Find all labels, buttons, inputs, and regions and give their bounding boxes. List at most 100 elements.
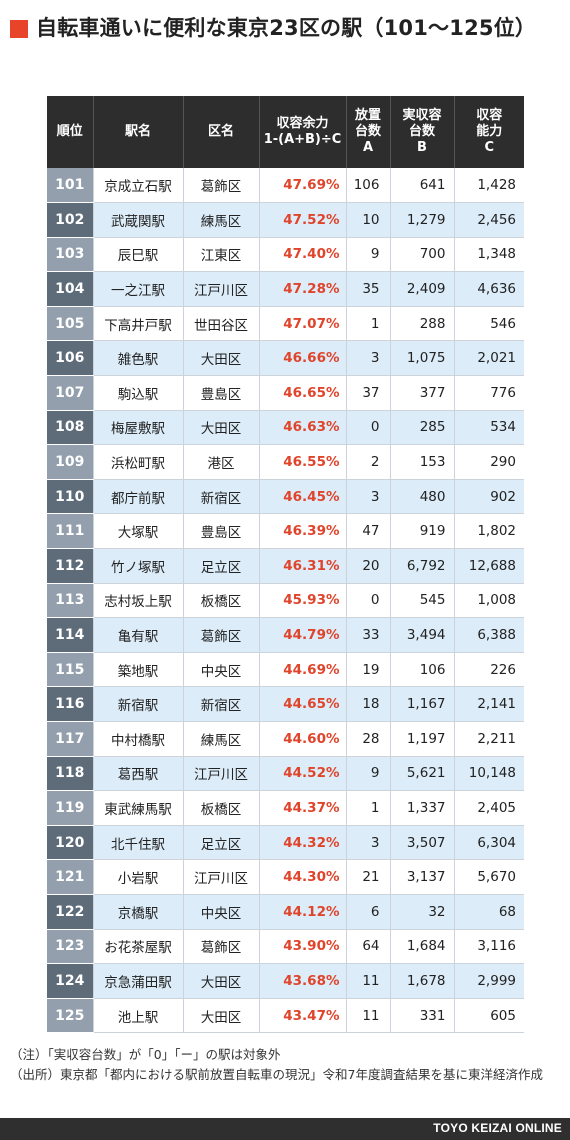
abandoned-cell: 33 (346, 617, 391, 653)
page-title: 自転車通いに便利な東京23区の駅（101〜125位） (10, 14, 562, 43)
abandoned-cell: 6 (346, 894, 391, 930)
rank-cell: 124 (47, 963, 94, 999)
header-ratio: 収容余力 1-(A+B)÷C (259, 96, 347, 168)
header-station: 駅名 (93, 96, 184, 168)
rank-cell: 120 (47, 825, 94, 861)
station-cell: 京橋駅 (93, 894, 184, 930)
station-cell: 葛西駅 (93, 756, 184, 792)
capacity-cell: 534 (454, 410, 524, 446)
station-cell: 北千住駅 (93, 825, 184, 861)
ward-cell: 板橋区 (183, 790, 260, 826)
table-row: 110 都庁前駅 新宿区 46.45% 3 480 902 (47, 479, 524, 515)
station-cell: 築地駅 (93, 652, 184, 688)
rank-cell: 119 (47, 790, 94, 826)
rank-cell: 113 (47, 583, 94, 619)
table-row: 119 東武練馬駅 板橋区 44.37% 1 1,337 2,405 (47, 790, 524, 826)
ward-cell: 練馬区 (183, 202, 260, 238)
abandoned-cell: 2 (346, 444, 391, 480)
table-row: 102 武蔵関駅 練馬区 47.52% 10 1,279 2,456 (47, 202, 524, 238)
actual-cell: 1,337 (390, 790, 455, 826)
ratio-cell: 47.40% (259, 237, 347, 273)
abandoned-cell: 35 (346, 271, 391, 307)
abandoned-cell: 106 (346, 168, 391, 204)
capacity-cell: 3,116 (454, 929, 524, 965)
table-row: 112 竹ノ塚駅 足立区 46.31% 20 6,792 12,688 (47, 548, 524, 584)
table-row: 106 雑色駅 大田区 46.66% 3 1,075 2,021 (47, 340, 524, 377)
station-cell: 新宿駅 (93, 686, 184, 722)
capacity-cell: 605 (454, 998, 524, 1034)
actual-cell: 2,409 (390, 271, 455, 307)
ratio-cell: 46.45% (259, 479, 347, 515)
abandoned-cell: 0 (346, 410, 391, 446)
capacity-cell: 6,304 (454, 825, 524, 861)
station-cell: 辰巳駅 (93, 237, 184, 273)
rank-cell: 122 (47, 894, 94, 930)
rank-cell: 105 (47, 306, 94, 342)
rank-cell: 117 (47, 721, 94, 757)
title-marker (10, 20, 28, 38)
station-cell: 中村橋駅 (93, 721, 184, 757)
table-header-row: 順位 駅名 区名 収容余力 1-(A+B)÷C 放置 台数 A 実収容 台数 B 収容 能力… (47, 96, 524, 168)
station-cell: 梅屋敷駅 (93, 410, 184, 446)
actual-cell: 1,684 (390, 929, 455, 965)
actual-cell: 5,621 (390, 756, 455, 792)
station-cell: 亀有駅 (93, 617, 184, 653)
station-cell: 池上駅 (93, 998, 184, 1034)
station-cell: 志村坂上駅 (93, 583, 184, 619)
rank-cell: 116 (47, 686, 94, 722)
table-row: 105 下高井戸駅 世田谷区 47.07% 1 288 546 (47, 306, 524, 342)
title-text: 自転車通いに便利な東京23区の駅（101〜125位） (36, 16, 537, 40)
actual-cell: 641 (390, 168, 455, 204)
abandoned-cell: 28 (346, 721, 391, 757)
actual-cell: 106 (390, 652, 455, 688)
abandoned-cell: 20 (346, 548, 391, 584)
actual-cell: 3,494 (390, 617, 455, 653)
rank-cell: 107 (47, 375, 94, 411)
ward-cell: 港区 (183, 444, 260, 480)
station-cell: 京成立石駅 (93, 168, 184, 204)
station-cell: 浜松町駅 (93, 444, 184, 480)
actual-cell: 919 (390, 513, 455, 550)
header-rank: 順位 (47, 96, 94, 168)
table-row: 104 一之江駅 江戸川区 47.28% 35 2,409 4,636 (47, 271, 524, 307)
rank-cell: 115 (47, 652, 94, 688)
rank-cell: 102 (47, 202, 94, 238)
abandoned-cell: 1 (346, 790, 391, 826)
station-cell: 大塚駅 (93, 513, 184, 550)
table-row: 108 梅屋敷駅 大田区 46.63% 0 285 534 (47, 410, 524, 446)
station-cell: 京急蒲田駅 (93, 963, 184, 999)
capacity-cell: 2,211 (454, 721, 524, 757)
abandoned-cell: 0 (346, 583, 391, 619)
table-row: 118 葛西駅 江戸川区 44.52% 9 5,621 10,148 (47, 756, 524, 792)
station-cell: 駒込駅 (93, 375, 184, 411)
header-abandoned: 放置 台数 A (346, 96, 391, 168)
capacity-cell: 2,456 (454, 202, 524, 238)
station-cell: 都庁前駅 (93, 479, 184, 515)
rank-cell: 118 (47, 756, 94, 792)
ward-cell: 世田谷区 (183, 306, 260, 342)
abandoned-cell: 64 (346, 929, 391, 965)
capacity-cell: 1,008 (454, 583, 524, 619)
footer-bar: TOYO KEIZAI ONLINE (0, 1118, 570, 1140)
table-row: 124 京急蒲田駅 大田区 43.68% 11 1,678 2,999 (47, 963, 524, 999)
rank-cell: 108 (47, 410, 94, 446)
actual-cell: 285 (390, 410, 455, 446)
capacity-cell: 290 (454, 444, 524, 480)
ward-cell: 葛飾区 (183, 168, 260, 204)
ward-cell: 豊島区 (183, 513, 260, 550)
table-row: 114 亀有駅 葛飾区 44.79% 33 3,494 6,388 (47, 617, 524, 653)
ward-cell: 江東区 (183, 237, 260, 273)
ward-cell: 中央区 (183, 894, 260, 930)
rank-cell: 109 (47, 444, 94, 480)
ward-cell: 足立区 (183, 825, 260, 861)
header-actual: 実収容 台数 B (390, 96, 455, 168)
capacity-cell: 5,670 (454, 859, 524, 895)
rank-cell: 111 (47, 513, 94, 550)
rank-cell: 101 (47, 168, 94, 204)
rank-cell: 110 (47, 479, 94, 515)
abandoned-cell: 19 (346, 652, 391, 688)
header-ward: 区名 (183, 96, 260, 168)
table-row: 117 中村橋駅 練馬区 44.60% 28 1,197 2,211 (47, 721, 524, 757)
station-cell: 竹ノ塚駅 (93, 548, 184, 584)
ward-cell: 新宿区 (183, 479, 260, 515)
